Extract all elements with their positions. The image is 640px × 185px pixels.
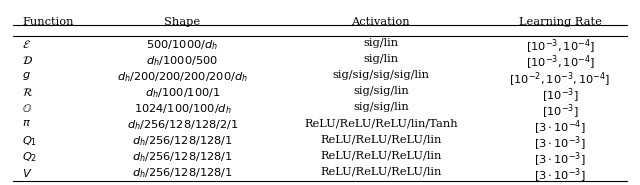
Text: $d_h/256/128/128/1$: $d_h/256/128/128/1$ (132, 134, 233, 148)
Text: $g$: $g$ (22, 70, 31, 82)
Text: ReLU/ReLU/ReLU/lin/Tanh: ReLU/ReLU/ReLU/lin/Tanh (304, 118, 458, 128)
Text: $\mathcal{R}$: $\mathcal{R}$ (22, 86, 34, 98)
Text: $\mathcal{D}$: $\mathcal{D}$ (22, 54, 33, 66)
Text: $1024/100/100/d_h$: $1024/100/100/d_h$ (134, 102, 231, 116)
Text: $[10^{-3}]$: $[10^{-3}]$ (541, 86, 579, 105)
Text: $\pi$: $\pi$ (22, 118, 31, 128)
Text: $[10^{-3}, 10^{-4}]$: $[10^{-3}, 10^{-4}]$ (525, 54, 595, 73)
Text: $d_h/1000/500$: $d_h/1000/500$ (147, 54, 218, 68)
Text: $d_h/200/200/200/200/d_h$: $d_h/200/200/200/200/d_h$ (117, 70, 248, 84)
Text: Activation: Activation (351, 17, 410, 27)
Text: $V$: $V$ (22, 167, 33, 179)
Text: $500/1000/d_h$: $500/1000/d_h$ (147, 38, 218, 52)
Text: $d_h/256/128/128/2/1$: $d_h/256/128/128/2/1$ (127, 118, 238, 132)
Text: $\mathcal{E}$: $\mathcal{E}$ (22, 38, 31, 50)
Text: $Q_1$: $Q_1$ (22, 134, 38, 148)
Text: $[10^{-3}]$: $[10^{-3}]$ (541, 102, 579, 121)
Text: $Q_2$: $Q_2$ (22, 151, 38, 164)
Text: sig/lin: sig/lin (364, 38, 398, 48)
Text: $[3 \cdot 10^{-3}]$: $[3 \cdot 10^{-3}]$ (534, 151, 586, 169)
Text: Learning Rate: Learning Rate (518, 17, 602, 27)
Text: $[10^{-3}, 10^{-4}]$: $[10^{-3}, 10^{-4}]$ (525, 38, 595, 56)
Text: $[3 \cdot 10^{-3}]$: $[3 \cdot 10^{-3}]$ (534, 167, 586, 185)
Text: $[3 \cdot 10^{-4}]$: $[3 \cdot 10^{-4}]$ (534, 118, 586, 137)
Text: sig/sig/lin: sig/sig/lin (353, 102, 409, 112)
Text: $[10^{-2}, 10^{-3}, 10^{-4}]$: $[10^{-2}, 10^{-3}, 10^{-4}]$ (509, 70, 611, 89)
Text: sig/lin: sig/lin (364, 54, 398, 64)
Text: $\mathbb{O}$: $\mathbb{O}$ (22, 102, 33, 114)
Text: sig/sig/sig/sig/lin: sig/sig/sig/sig/lin (332, 70, 429, 80)
Text: Function: Function (22, 17, 74, 27)
Text: $d_h/256/128/128/1$: $d_h/256/128/128/1$ (132, 167, 233, 181)
Text: $d_h/256/128/128/1$: $d_h/256/128/128/1$ (132, 151, 233, 164)
Text: ReLU/ReLU/ReLU/lin: ReLU/ReLU/ReLU/lin (320, 151, 442, 161)
Text: ReLU/ReLU/ReLU/lin: ReLU/ReLU/ReLU/lin (320, 167, 442, 177)
Text: Shape: Shape (164, 17, 200, 27)
Text: sig/sig/lin: sig/sig/lin (353, 86, 409, 96)
Text: ReLU/ReLU/ReLU/lin: ReLU/ReLU/ReLU/lin (320, 134, 442, 144)
Text: $d_h/100/100/1$: $d_h/100/100/1$ (145, 86, 220, 100)
Text: $[3 \cdot 10^{-3}]$: $[3 \cdot 10^{-3}]$ (534, 134, 586, 153)
